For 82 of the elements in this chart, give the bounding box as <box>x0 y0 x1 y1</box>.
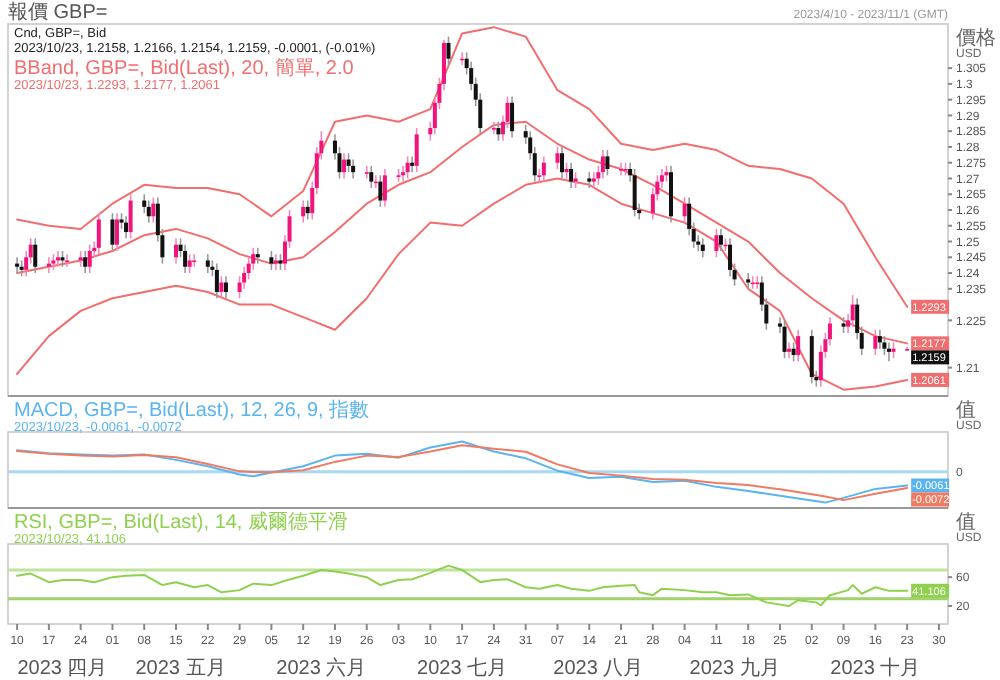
candlestick <box>255 247 260 265</box>
candlestick <box>237 275 242 300</box>
candlestick <box>83 250 88 274</box>
candlestick <box>346 152 351 173</box>
candlestick <box>491 120 496 136</box>
candlestick <box>809 329 814 385</box>
candlestick <box>382 168 387 208</box>
candlestick <box>124 215 129 240</box>
candlestick <box>205 253 210 274</box>
candlestick <box>746 272 751 290</box>
candlestick <box>714 228 719 259</box>
candlestick <box>560 146 565 180</box>
candlestick <box>46 256 51 274</box>
candlestick <box>587 171 592 189</box>
candlestick <box>269 250 274 271</box>
candlestick <box>410 155 415 173</box>
candlestick <box>342 152 347 180</box>
candlestick <box>223 275 228 300</box>
candlestick <box>446 35 451 66</box>
candlestick <box>364 165 369 180</box>
candlestick <box>246 256 251 281</box>
x2-tick-label: 2023 五月 <box>135 658 226 680</box>
candlestick <box>569 161 574 189</box>
candlestick <box>192 253 197 268</box>
candlestick <box>510 95 515 139</box>
candlestick <box>796 329 801 363</box>
candlestick <box>110 212 115 252</box>
candlestick <box>873 329 878 356</box>
candlestick <box>882 335 887 356</box>
x2-tick-label: 2023 四月 <box>17 658 108 680</box>
candlestick <box>414 127 419 173</box>
text: RSI, GBP=, Bid(Last), 14, 威爾德平滑 <box>14 510 348 534</box>
candlestick <box>877 329 882 350</box>
candlestick <box>619 161 624 177</box>
candlestick <box>591 171 596 189</box>
x2-tick-label: 2023 六月 <box>276 656 367 680</box>
candlestick <box>146 199 151 224</box>
candlestick <box>378 174 383 208</box>
candlestick <box>151 196 156 224</box>
candlestick <box>65 253 70 268</box>
candlestick <box>791 341 796 363</box>
chart-title: 報價 GBP= <box>8 0 108 24</box>
candlestick <box>55 250 60 268</box>
candlestick <box>782 319 787 359</box>
candlestick <box>369 165 374 189</box>
candlestick <box>351 158 356 180</box>
candlestick <box>15 256 20 274</box>
candlestick <box>87 243 92 274</box>
candlestick <box>682 196 687 224</box>
candlestick <box>669 165 673 224</box>
candlestick <box>174 237 179 265</box>
candlestick <box>114 212 119 252</box>
candlestick <box>214 262 219 300</box>
candlestick <box>886 341 891 363</box>
x2-tick-label: 2023 八月 <box>553 658 644 680</box>
candlestick <box>555 146 560 170</box>
text: MACD, GBP=, Bid(Last), 12, 26, 9, 指數 <box>14 398 370 422</box>
candlestick <box>496 120 501 142</box>
candlestick <box>183 243 188 274</box>
candlestick <box>632 168 637 218</box>
candlestick <box>405 155 410 180</box>
candlestick <box>251 247 256 271</box>
candlestick <box>787 341 792 359</box>
candlestick <box>242 265 247 290</box>
candlestick <box>187 253 192 274</box>
candlestick <box>128 193 133 240</box>
x2-tick-label: 2023 十月 <box>830 656 921 680</box>
candlestick <box>273 253 278 271</box>
candlestick <box>718 228 723 252</box>
x2-tick-label: 2023 七月 <box>417 656 508 680</box>
candlestick <box>850 294 855 328</box>
candlestick <box>600 149 605 180</box>
candlestick <box>33 237 38 274</box>
x2-tick-label: 2023 九月 <box>689 656 780 680</box>
candlestick <box>700 237 705 259</box>
candlestick <box>301 199 306 224</box>
annotation: BBand, GBP=, Bid(Last), 20, 簡單, 2.0 <box>14 56 355 80</box>
candlestick <box>605 149 610 177</box>
candlestick <box>541 155 546 183</box>
candlestick <box>305 199 310 221</box>
candlestick <box>96 212 101 255</box>
candlestick <box>219 275 224 300</box>
